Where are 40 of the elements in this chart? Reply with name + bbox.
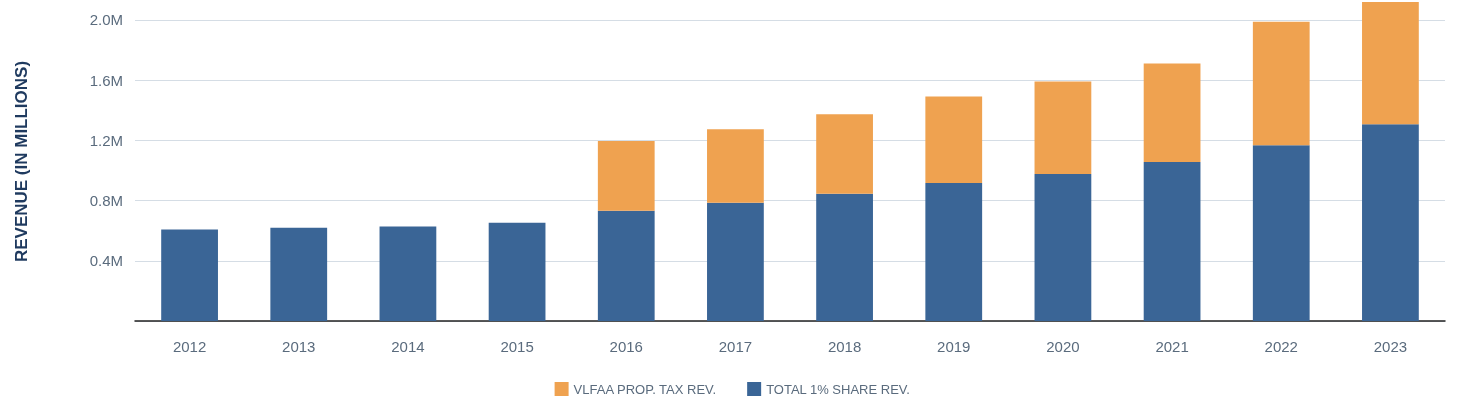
bar — [1362, 124, 1419, 321]
x-tick-label: 2013 — [282, 338, 316, 355]
x-tick-label: 2014 — [391, 338, 425, 355]
bar — [1143, 162, 1201, 321]
x-tick-label: 2012 — [172, 338, 207, 355]
bar — [707, 202, 764, 321]
x-tick-label: 2020 — [1046, 338, 1080, 355]
x-tick-label: 2015 — [500, 338, 534, 355]
y-tick-label: 1.2M — [89, 131, 123, 149]
bar — [1362, 2, 1419, 125]
y-axis-title: REVENUE (IN MILLIONS) — [12, 60, 31, 263]
bar — [707, 129, 764, 203]
bar — [816, 114, 873, 194]
x-tick-label: 2023 — [1373, 338, 1408, 355]
bar — [597, 141, 655, 211]
x-tick-label: 2017 — [718, 338, 753, 355]
y-tick-label: 0.8M — [89, 192, 123, 210]
legend-label: TOTAL 1% SHARE REV. — [766, 381, 910, 397]
bar — [270, 227, 328, 321]
x-tick-label: 2022 — [1264, 338, 1298, 355]
bar — [1252, 145, 1310, 321]
x-tick-label: 2016 — [609, 338, 643, 355]
y-tick-label: 2.0M — [89, 11, 123, 29]
x-tick-label: 2019 — [937, 338, 971, 355]
bar — [925, 182, 983, 321]
bar — [816, 193, 873, 321]
bar — [1034, 81, 1092, 174]
bar — [161, 229, 218, 321]
bar — [597, 210, 655, 321]
x-tick-label: 2021 — [1155, 338, 1189, 355]
bar — [1252, 21, 1310, 146]
bar — [925, 96, 983, 183]
x-tick-label: 2018 — [827, 338, 862, 355]
y-tick-label: 1.6M — [89, 71, 123, 89]
bar — [488, 222, 546, 321]
y-tick-label: 0.4M — [89, 252, 123, 270]
bar — [1034, 173, 1092, 321]
bar — [1143, 63, 1201, 163]
legend-label: VLFAA PROP. TAX REV. — [573, 381, 717, 397]
bar — [379, 226, 437, 321]
